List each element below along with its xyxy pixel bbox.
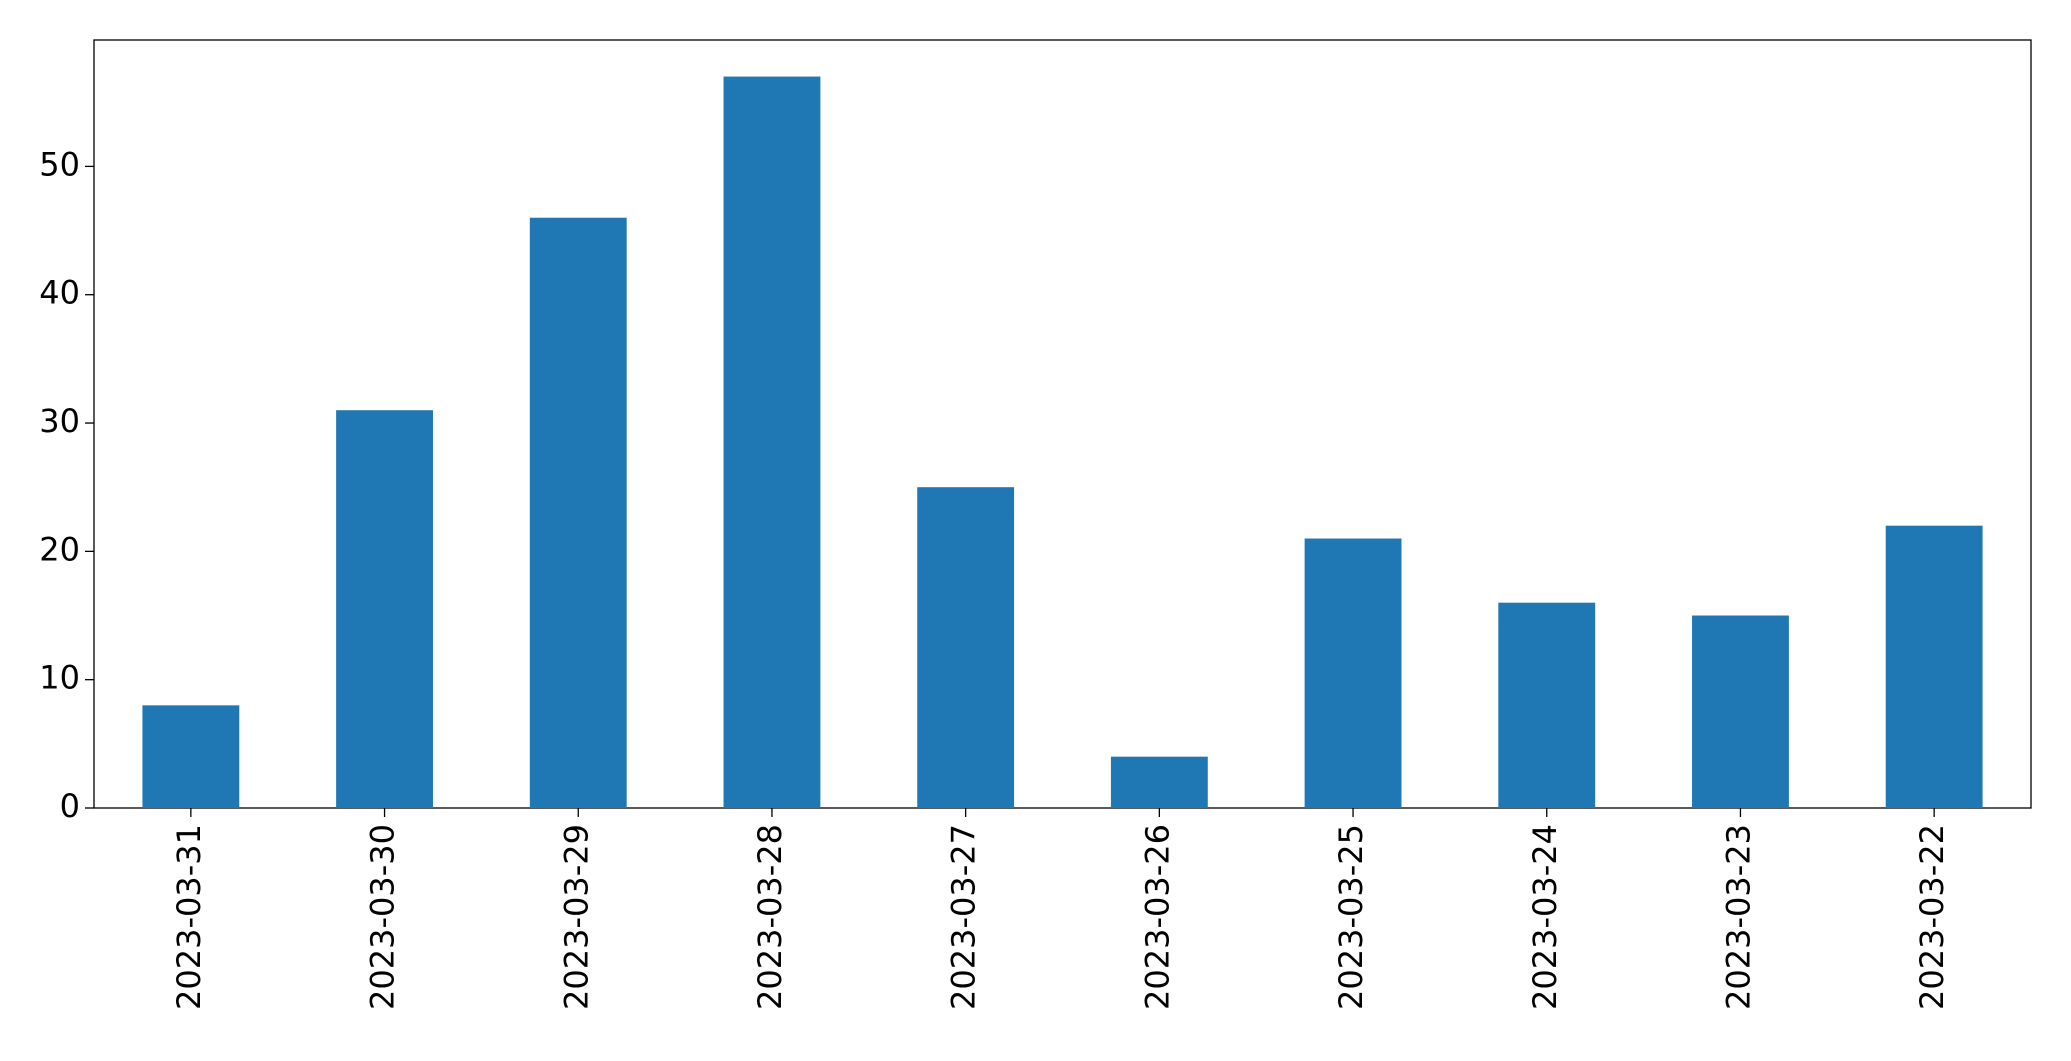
x-tick-label: 2023-03-30 (364, 824, 402, 1010)
x-tick-label: 2023-03-24 (1526, 824, 1564, 1010)
y-tick-label: 40 (39, 274, 80, 312)
y-tick-label: 20 (39, 530, 80, 568)
x-tick-label: 2023-03-23 (1719, 824, 1757, 1010)
x-tick-label: 2023-03-31 (170, 824, 208, 1010)
y-tick-label: 0 (60, 787, 80, 825)
y-tick-label: 50 (39, 145, 80, 183)
x-tick-label: 2023-03-29 (557, 824, 595, 1010)
bar (1692, 615, 1789, 808)
x-tick-label: 2023-03-27 (945, 824, 983, 1010)
bar (1304, 538, 1402, 808)
x-tick-label: 2023-03-28 (751, 824, 789, 1010)
bar (336, 410, 433, 808)
bar (142, 705, 240, 808)
plot-frame (93, 39, 2032, 809)
x-tick-label: 2023-03-22 (1913, 824, 1951, 1010)
bar (1498, 602, 1596, 808)
y-tick-label: 10 (39, 659, 80, 697)
bar (917, 487, 1015, 808)
x-tick-label: 2023-03-25 (1332, 824, 1370, 1010)
y-tick-label: 30 (39, 402, 80, 440)
bar (1885, 525, 1983, 808)
bar (529, 217, 627, 808)
bar (1110, 756, 1208, 808)
bar (723, 76, 821, 809)
x-tick-label: 2023-03-26 (1138, 824, 1176, 1010)
